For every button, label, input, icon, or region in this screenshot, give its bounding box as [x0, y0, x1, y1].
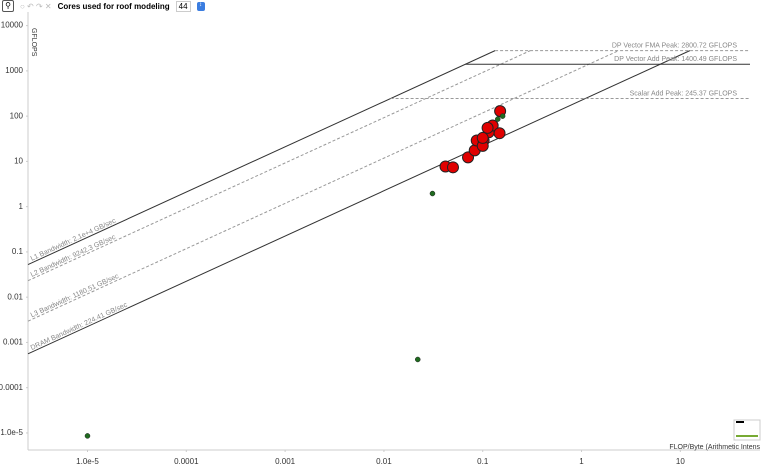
memory-roof: [27, 50, 619, 322]
y-tick-label: 0.001: [3, 338, 24, 347]
x-tick-label: 0.0001: [174, 457, 199, 466]
y-axis-label: GFLOPS: [30, 28, 37, 57]
cores-value[interactable]: 44: [175, 0, 191, 12]
y-tick-label: 100: [10, 111, 24, 120]
loop-point: [499, 113, 506, 119]
loop-point: [429, 190, 436, 197]
y-tick-label: 1000: [5, 66, 23, 75]
compute-roof-label: Scalar Add Peak: 245.37 GFLOPS: [630, 90, 738, 97]
y-tick-label: 10: [14, 157, 23, 166]
x-tick-label: 10: [676, 457, 685, 466]
y-tick-label: 1.0e-5: [0, 428, 23, 437]
loop-point: [493, 127, 506, 140]
y-tick-label: 1: [19, 202, 24, 211]
x-tick-label: 0.01: [376, 457, 392, 466]
x-tick-label: 0.001: [275, 457, 296, 466]
loop-point: [414, 356, 421, 363]
memory-roof: [27, 50, 496, 266]
x-tick-label: 1.0e-5: [76, 457, 99, 466]
y-tick-label: 0.1: [12, 247, 24, 256]
y-tick-label: 0.01: [7, 292, 23, 301]
memory-roof: [27, 50, 691, 355]
y-tick-label: 0.0001: [0, 383, 24, 392]
x-axis-label: FLOP/Byte (Arithmetic Intens: [669, 444, 760, 451]
legend-thumbnail: [733, 419, 761, 441]
compute-roof-label: DP Vector FMA Peak: 2800.72 GFLOPS: [612, 42, 737, 49]
loop-point: [495, 116, 501, 122]
memory-roof: [27, 50, 531, 282]
loop-point: [481, 121, 494, 134]
zoom-button[interactable]: ⚲: [2, 0, 14, 12]
cores-label: Cores used for roof modeling: [57, 1, 170, 11]
x-tick-label: 1: [579, 457, 584, 466]
toolbar: ⚲ ○ ↶ ↷ ✕ Cores used for roof modeling 4…: [0, 0, 762, 12]
loop-point: [476, 131, 489, 144]
x-tick-label: 0.1: [477, 457, 489, 466]
loop-point: [84, 433, 91, 439]
cores-select[interactable]: ↕: [196, 1, 205, 11]
loop-point: [446, 161, 459, 174]
compute-roof-label: DP Vector Add Peak: 1400.49 GFLOPS: [614, 56, 737, 63]
y-tick-label: 10000: [1, 21, 24, 30]
toolbar-icons[interactable]: ○ ↶ ↷ ✕: [20, 1, 52, 11]
